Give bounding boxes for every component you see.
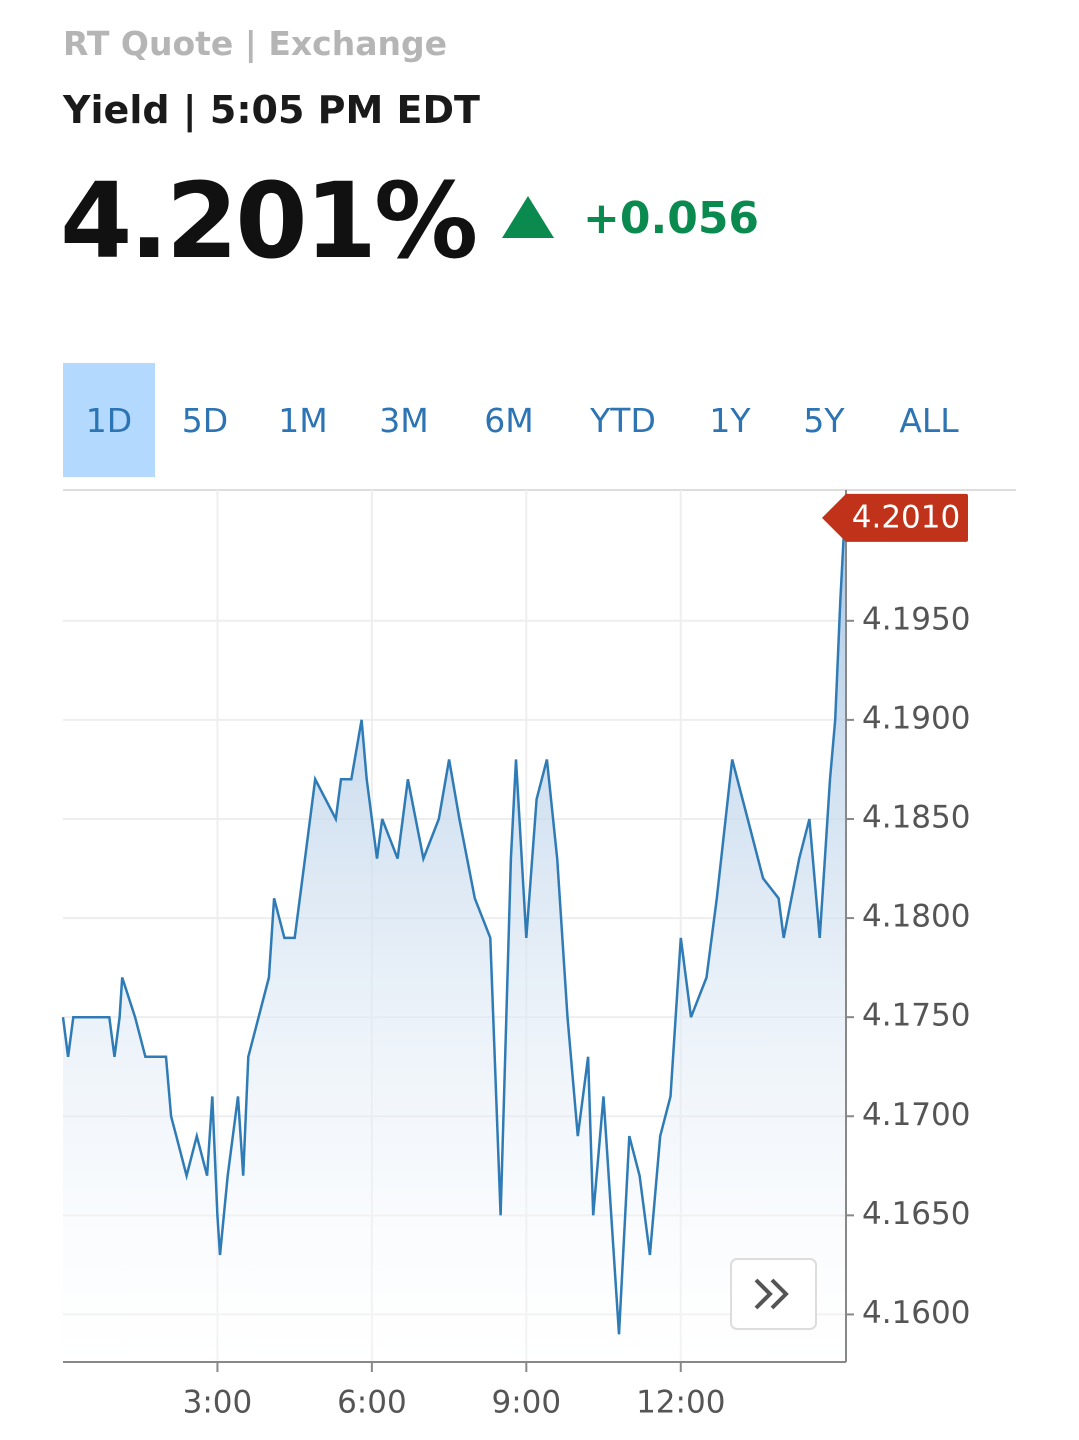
y-tick-label: 4.1600: [862, 1295, 970, 1331]
price-line: [61, 501, 847, 1335]
change: +0.056: [583, 193, 760, 244]
x-tick-label: 3:00: [183, 1385, 253, 1421]
range-tab[interactable]: 3M: [379, 400, 429, 440]
range-tab[interactable]: 5Y: [803, 400, 845, 440]
range-tab[interactable]: ALL: [899, 400, 959, 440]
range-tab[interactable]: 6M: [484, 400, 534, 440]
price: 4.201%: [60, 160, 478, 282]
range-tab[interactable]: 5D: [181, 400, 229, 440]
range-tab[interactable]: 1D: [63, 363, 155, 477]
y-tick-label: 4.1950: [862, 601, 970, 637]
y-tick-label: 4.1700: [862, 1097, 970, 1133]
range-tab[interactable]: 1M: [278, 400, 328, 440]
quote-label: Yield | 5:05 PM EDT: [63, 88, 480, 132]
y-tick-label: 4.1900: [862, 700, 970, 736]
y-tick-label: 4.1800: [862, 899, 970, 935]
scroll-button[interactable]: [730, 1258, 817, 1330]
source: RT Quote | Exchange: [63, 24, 447, 63]
x-tick-label: 9:00: [492, 1385, 562, 1421]
y-tick-label: 4.1850: [862, 799, 970, 835]
current-label: 4.2010: [852, 499, 960, 535]
x-tick-label: 6:00: [337, 1385, 407, 1421]
range-tab[interactable]: 1Y: [709, 400, 751, 440]
x-tick-label: 12:00: [636, 1385, 725, 1421]
y-tick-label: 4.1650: [862, 1196, 970, 1232]
y-tick-label: 4.1750: [862, 998, 970, 1034]
current-tag: [822, 493, 968, 542]
area-fill: [63, 501, 846, 1362]
up-arrow: [502, 196, 554, 238]
range-tab[interactable]: YTD: [590, 400, 656, 440]
range-tabs: 1D 5D 1M 3M 6M YTD 1Y 5Y ALL: [63, 363, 985, 477]
